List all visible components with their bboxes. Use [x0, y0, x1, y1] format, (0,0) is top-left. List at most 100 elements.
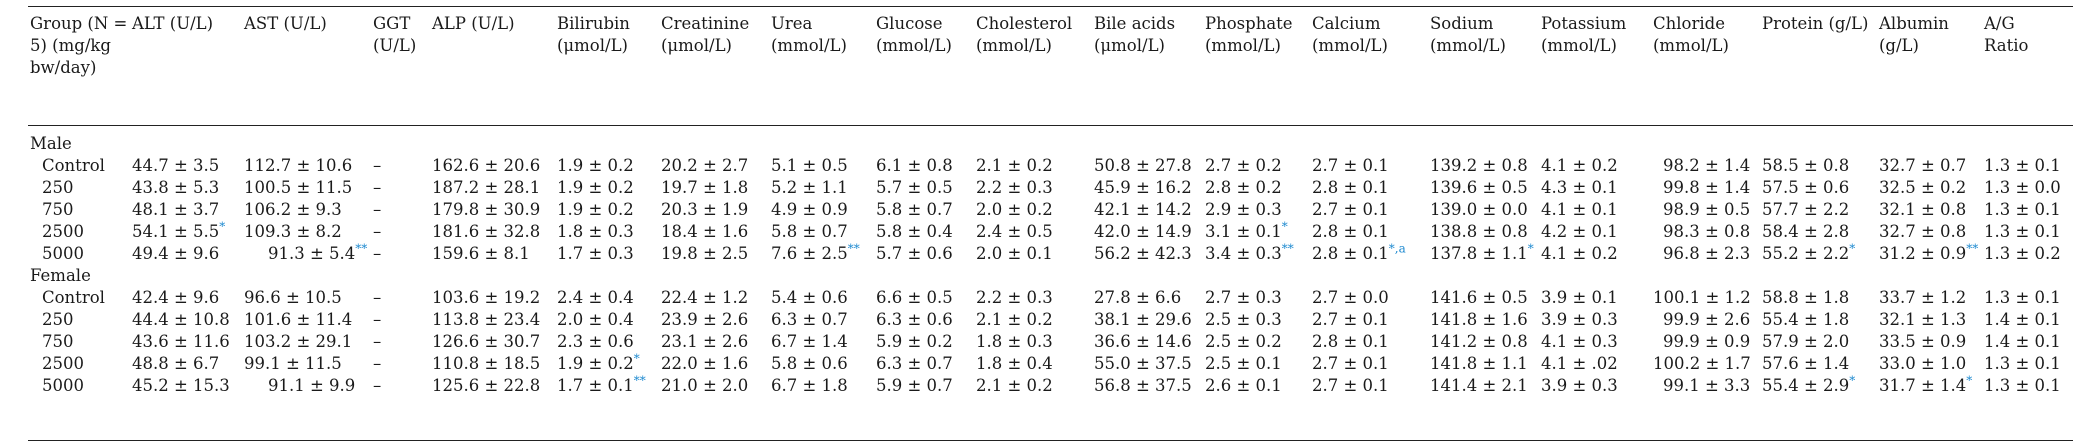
table-row: 250 44.4 ± 10.8 101.6 ± 11.4 – 113.8 ± 23.4 2… [30, 309, 2061, 331]
cell-albumin: 32.5 ± 0.2 [1879, 177, 1984, 199]
significance-marker: * [633, 351, 640, 366]
cell-value: 2.7 ± 0.1 [1312, 376, 1389, 395]
cell-value: – [373, 354, 382, 373]
cell-protein: 58.4 ± 2.8 [1762, 221, 1879, 243]
significance-marker: * [1281, 219, 1288, 234]
cell-calcium: 2.8 ± 0.1 [1312, 331, 1430, 353]
cell-value: – [373, 310, 382, 329]
cell-urea: 6.7 ± 1.8 [771, 375, 876, 397]
cell-protein: 55.4 ± 1.8 [1762, 309, 1879, 331]
cell-value: 98.9 ± 0.5 [1663, 200, 1751, 219]
table-row: 5000 49.4 ± 9.6 91.3 ± 5.4** –159.6 ± 8.1 1.… [30, 243, 2061, 265]
significance-marker: ** [1281, 241, 1294, 256]
cell-alp: 125.6 ± 22.8 [432, 375, 557, 397]
cell-value: 125.6 ± 22.8 [432, 376, 541, 395]
cell-ggt: – [373, 331, 432, 353]
cell-value: 2.7 ± 0.1 [1312, 156, 1389, 175]
cell-creatinine: 18.4 ± 1.6 [661, 221, 771, 243]
table-row: Control 42.4 ± 9.6 96.6 ± 10.5 – 103.6 ± 19.… [30, 287, 2061, 309]
cell-value: 2.7 ± 0.2 [1205, 156, 1282, 175]
cell-value: 103.2 ± 29.1 [244, 332, 353, 351]
cell-potassium: 4.1 ± 0.3 [1541, 331, 1653, 353]
cell-phosphate: 2.5 ± 0.1 [1205, 353, 1312, 375]
cell-value: 5.2 ± 1.1 [771, 178, 848, 197]
cell-ag-ratio: 1.3 ± 0.0 [1984, 177, 2061, 199]
cell-value: 750 [42, 332, 74, 351]
cell-value: 4.1 ± 0.2 [1541, 156, 1618, 175]
cell-alt: 43.6 ± 11.6 [132, 331, 244, 353]
cell-value: 5.4 ± 0.6 [771, 288, 848, 307]
col-header-albumin: Albumin (g/L) [1879, 14, 1949, 55]
cell-ag-ratio: 1.4 ± 0.1 [1984, 331, 2061, 353]
cell-protein: 57.5 ± 0.6 [1762, 177, 1879, 199]
cell-value: 100.1 ± 1.2 [1653, 288, 1751, 307]
cell-creatinine: 23.1 ± 2.6 [661, 331, 771, 353]
cell-cholesterol: 2.2 ± 0.3 [976, 177, 1094, 199]
cell-creatinine: 20.2 ± 2.7 [661, 155, 771, 177]
cell-value: 48.8 ± 6.7 [132, 354, 220, 373]
cell-creatinine: 19.7 ± 1.8 [661, 177, 771, 199]
cell-value: 99.1 ± 11.5 [244, 354, 342, 373]
cell-group: 250 [30, 177, 132, 199]
cell-ggt: – [373, 155, 432, 177]
col-header-alp: ALP (U/L) [432, 14, 515, 33]
cell-cholesterol: 1.8 ± 0.3 [976, 331, 1094, 353]
cell-bilirubin: 1.9 ± 0.2 [557, 199, 661, 221]
cell-chloride: 99.9 ± 2.6 [1653, 309, 1762, 331]
cell-bilirubin: 1.9 ± 0.2 [557, 155, 661, 177]
cell-value: 32.1 ± 0.8 [1879, 200, 1967, 219]
cell-value: – [373, 156, 382, 175]
cell-group: Control [30, 287, 132, 309]
cell-value: 2.8 ± 0.1 [1312, 178, 1389, 197]
cell-potassium: 4.3 ± 0.1 [1541, 177, 1653, 199]
cell-value: 126.6 ± 30.7 [432, 332, 541, 351]
cell-value: 250 [42, 310, 74, 329]
cell-value: 36.6 ± 14.6 [1094, 332, 1192, 351]
cell-group: 750 [30, 331, 132, 353]
cell-glucose: 6.3 ± 0.7 [876, 353, 976, 375]
cell-value: – [373, 178, 382, 197]
cell-creatinine: 22.4 ± 1.2 [661, 287, 771, 309]
cell-sodium: 141.8 ± 1.1 [1430, 353, 1541, 375]
section-label: Male [30, 134, 72, 153]
cell-bile-acids: 45.9 ± 16.2 [1094, 177, 1205, 199]
cell-potassium: 4.1 ± 0.2 [1541, 155, 1653, 177]
table-row: 750 43.6 ± 11.6 103.2 ± 29.1 – 126.6 ± 30.7 2… [30, 331, 2061, 353]
cell-cholesterol: 2.0 ± 0.1 [976, 243, 1094, 265]
table-body: Male Control 44.7 ± 3.5 112.7 ± 10.6 – 162.6 … [30, 125, 2061, 397]
cell-value: 5000 [42, 244, 84, 263]
col-header-ast: AST (U/L) [244, 14, 327, 33]
cell-value: 2.1 ± 0.2 [976, 376, 1053, 395]
cell-urea: 7.6 ± 2.5** [771, 243, 876, 265]
bottom-rule [28, 440, 2073, 441]
cell-bilirubin: 1.7 ± 0.1** [557, 375, 661, 397]
cell-alt: 48.1 ± 3.7 [132, 199, 244, 221]
cell-albumin: 33.0 ± 1.0 [1879, 353, 1984, 375]
col-header-group: Group (N = 5) (mg/kg bw/day) [30, 14, 128, 77]
cell-calcium: 2.8 ± 0.1*,a [1312, 243, 1430, 265]
cell-value: 1.3 ± 0.1 [1984, 354, 2061, 373]
cell-value: 23.1 ± 2.6 [661, 332, 749, 351]
cell-value: 5.9 ± 0.7 [876, 376, 953, 395]
cell-value: 1.9 ± 0.2 [557, 200, 634, 219]
cell-value: 6.6 ± 0.5 [876, 288, 953, 307]
cell-value: 2.0 ± 0.2 [976, 200, 1053, 219]
significance-marker: * [1966, 373, 1973, 388]
cell-value: 141.6 ± 0.5 [1430, 288, 1528, 307]
significance-marker: ** [847, 241, 860, 256]
significance-marker: ** [355, 241, 368, 256]
cell-glucose: 5.8 ± 0.7 [876, 199, 976, 221]
clinical-chemistry-table: Group (N = 5) (mg/kg bw/day) ALT (U/L) A… [30, 8, 2061, 397]
cell-calcium: 2.8 ± 0.1 [1312, 177, 1430, 199]
cell-value: 58.8 ± 1.8 [1762, 288, 1850, 307]
cell-value: 22.0 ± 1.6 [661, 354, 749, 373]
cell-value: 45.2 ± 15.3 [132, 376, 230, 395]
cell-sodium: 139.6 ± 0.5 [1430, 177, 1541, 199]
cell-value: 2.7 ± 0.1 [1312, 354, 1389, 373]
cell-value: 42.0 ± 14.9 [1094, 222, 1192, 241]
cell-group: 5000 [30, 243, 132, 265]
cell-albumin: 33.5 ± 0.9 [1879, 331, 1984, 353]
cell-value: 45.9 ± 16.2 [1094, 178, 1192, 197]
cell-value: 50.8 ± 27.8 [1094, 156, 1192, 175]
cell-ast: 99.1 ± 11.5 [244, 353, 373, 375]
